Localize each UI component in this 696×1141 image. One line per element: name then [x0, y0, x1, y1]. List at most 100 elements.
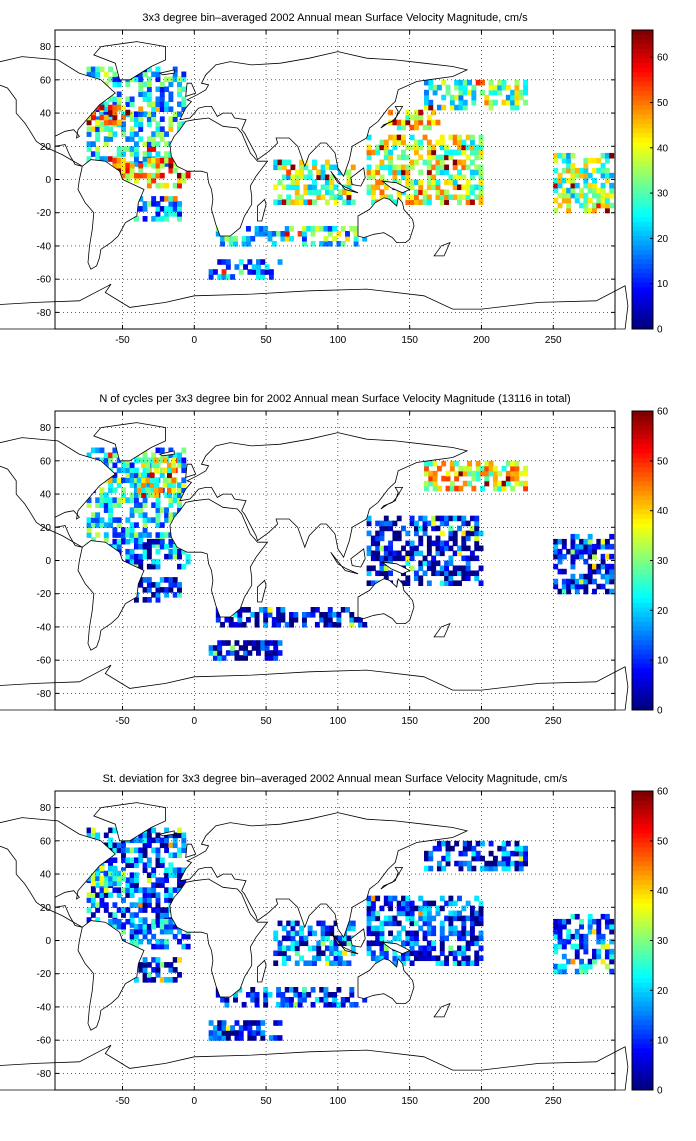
data-bin — [574, 953, 580, 960]
data-bin — [557, 933, 563, 940]
data-bin — [557, 923, 563, 930]
data-bin — [185, 553, 191, 560]
data-bin — [299, 164, 305, 171]
data-bin — [574, 533, 580, 540]
data-bin — [212, 1030, 218, 1036]
data-bin — [379, 164, 385, 171]
data-bin — [604, 177, 610, 184]
data-bin — [125, 167, 131, 174]
data-bin — [95, 902, 101, 908]
data-bin — [426, 139, 432, 146]
data-bin — [566, 152, 572, 159]
colorbar-step — [632, 945, 653, 951]
data-bin — [138, 492, 144, 498]
data-bin — [177, 852, 182, 859]
data-bin — [159, 162, 165, 169]
data-bin — [323, 611, 329, 618]
data-bin — [286, 920, 292, 927]
data-bin — [488, 865, 494, 872]
data-bin — [383, 194, 389, 201]
data-bin — [145, 462, 151, 469]
data-bin — [553, 948, 559, 955]
data-bin — [609, 202, 615, 209]
data-bin — [316, 169, 322, 176]
data-bin — [286, 199, 292, 206]
data-bin — [471, 855, 477, 862]
data-bin — [418, 525, 424, 532]
data-bin — [370, 199, 376, 206]
data-bin — [570, 913, 576, 920]
colorbar-step — [632, 1001, 653, 1007]
data-bin — [444, 900, 450, 907]
data-bin — [177, 497, 182, 503]
data-bin — [103, 119, 109, 126]
data-bin — [284, 1001, 290, 1008]
data-bin — [426, 169, 432, 176]
data-bin — [277, 164, 283, 171]
data-bin — [108, 502, 114, 508]
data-bin — [426, 910, 432, 917]
data-bin — [579, 172, 585, 179]
data-bin — [587, 548, 593, 555]
data-bin — [432, 845, 438, 852]
data-bin — [366, 545, 372, 552]
data-bin — [103, 902, 109, 908]
data-bin — [375, 520, 381, 527]
data-bin — [116, 467, 122, 474]
data-bin — [454, 79, 460, 86]
data-bin — [290, 174, 296, 181]
data-bin — [164, 106, 170, 112]
data-bin — [579, 187, 585, 194]
data-bin — [366, 169, 372, 176]
data-bin — [405, 555, 411, 562]
data-bin — [294, 199, 300, 206]
data-bin — [600, 563, 606, 570]
data-bin — [155, 106, 161, 112]
colorbar-step — [632, 663, 653, 669]
data-bin — [289, 996, 294, 1003]
data-bin — [129, 167, 135, 174]
data-bin — [121, 462, 126, 469]
data-bin — [396, 930, 402, 937]
data-bin — [375, 930, 381, 937]
data-bin — [133, 151, 139, 157]
data-bin — [112, 104, 118, 111]
colorbar-step — [632, 467, 653, 473]
data-bin — [501, 84, 507, 91]
data-bin — [426, 955, 432, 962]
data-bin — [441, 104, 447, 111]
data-bin — [159, 131, 165, 137]
data-bin — [172, 161, 178, 167]
data-bin — [290, 945, 296, 952]
data-bin — [133, 172, 139, 179]
data-bin — [439, 199, 445, 206]
data-bin — [112, 875, 118, 882]
data-bin — [264, 645, 270, 651]
data-bin — [273, 199, 279, 206]
data-bin — [409, 960, 415, 967]
data-bin — [439, 144, 445, 151]
data-bin — [409, 915, 415, 922]
data-bin — [215, 991, 221, 998]
data-bin — [151, 847, 157, 854]
data-bin — [553, 538, 559, 545]
data-bin — [138, 196, 144, 202]
data-bin — [452, 925, 458, 932]
data-bin — [409, 179, 415, 186]
data-bin — [413, 935, 419, 942]
data-bin — [168, 862, 174, 869]
coastline — [257, 198, 267, 222]
data-bin — [181, 76, 187, 83]
data-bin — [172, 206, 178, 212]
data-bin — [277, 194, 283, 201]
data-bin — [424, 99, 429, 106]
colorbar-step — [632, 898, 653, 904]
colorbar-step — [632, 579, 653, 585]
data-bin — [277, 650, 283, 656]
data-bin — [164, 182, 170, 189]
data-bin — [444, 169, 450, 176]
data-bin — [177, 177, 182, 184]
data-bin — [461, 515, 467, 522]
data-bin — [458, 94, 464, 101]
data-bin — [566, 177, 572, 184]
